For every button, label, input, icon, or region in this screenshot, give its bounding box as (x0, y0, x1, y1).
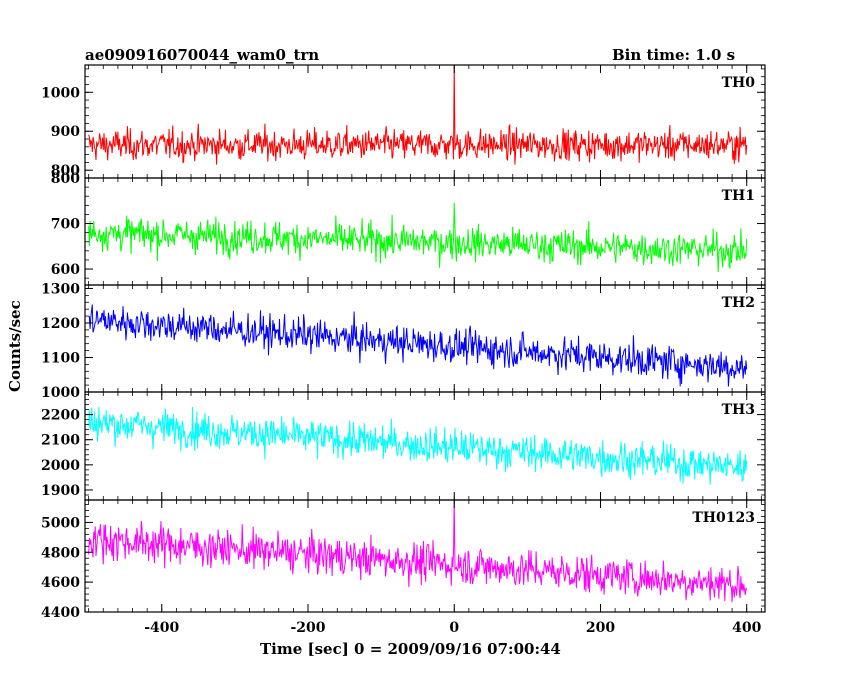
y-tick-label: 800 (51, 171, 80, 187)
series-label-th3: TH3 (722, 402, 755, 418)
series-label-th0123: TH0123 (692, 510, 755, 526)
x-tick-label: -400 (144, 620, 179, 636)
y-tick-label: 600 (51, 262, 80, 278)
y-tick-label: 1000 (41, 385, 80, 401)
series-label-th0: TH0 (722, 75, 756, 91)
series-label-th1: TH1 (722, 188, 755, 204)
y-tick-label: 1900 (41, 483, 80, 499)
y-tick-label: 700 (51, 217, 80, 233)
y-tick-label: 2200 (41, 408, 80, 424)
y-tick-label: 1200 (41, 316, 80, 332)
chart-title: ae090916070044_wam0_trn (85, 46, 320, 64)
y-tick-label: 1000 (41, 85, 80, 101)
series-line-th3 (88, 406, 748, 485)
series-line-th0 (88, 64, 748, 165)
series-line-th1 (88, 202, 748, 273)
x-tick-label: 200 (586, 620, 615, 636)
x-axis-label: Time [sec] 0 = 2009/09/16 07:00:44 (260, 640, 561, 658)
bin-time-label: Bin time: 1.0 s (612, 46, 736, 64)
x-tick-label: -200 (290, 620, 325, 636)
y-tick-label: 5000 (41, 515, 80, 531)
series-label-th2: TH2 (722, 295, 755, 311)
panel-frame-th0 (84, 64, 766, 179)
y-tick-label: 2100 (41, 433, 80, 449)
y-tick-label: 800 (51, 163, 80, 179)
y-tick-label: 1300 (41, 281, 80, 297)
y-tick-label: 2000 (41, 458, 80, 474)
y-axis-label: Counts/sec (6, 300, 24, 392)
series-line-th0123 (88, 499, 748, 603)
panel-frame-th0123 (84, 499, 766, 613)
y-tick-label: 4600 (41, 575, 80, 591)
series-line-th2 (88, 304, 748, 387)
y-tick-label: 900 (51, 124, 80, 140)
y-tick-label: 4800 (41, 545, 80, 561)
x-tick-label: 0 (449, 620, 459, 636)
x-tick-label: 400 (732, 620, 761, 636)
y-tick-label: 4400 (41, 605, 80, 621)
y-tick-label: 1100 (41, 350, 80, 366)
